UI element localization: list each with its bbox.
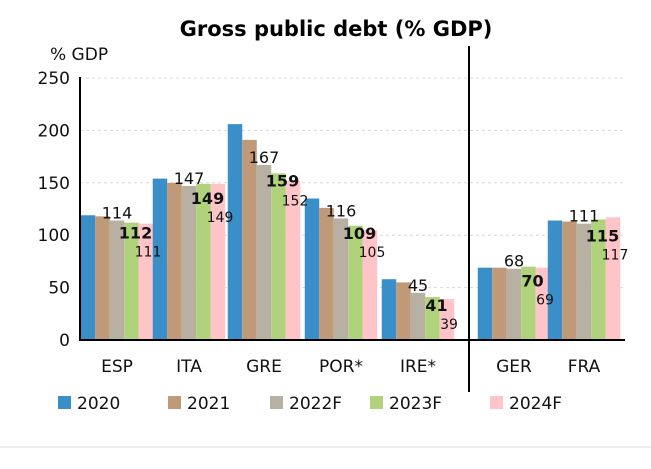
bar-ESP-2021 bbox=[95, 216, 110, 340]
data-label: 105 bbox=[359, 245, 386, 261]
bar-FRA-2020 bbox=[547, 220, 563, 340]
y-axis-label: % GDP bbox=[50, 45, 108, 65]
y-tick-label: 50 bbox=[48, 279, 70, 299]
data-label: 111 bbox=[135, 245, 162, 261]
bar-IRE-2023F bbox=[425, 297, 440, 340]
bar-POR-2021 bbox=[319, 207, 334, 340]
chart-title: Gross public debt (% GDP) bbox=[180, 17, 493, 41]
bar-ITA-2024F bbox=[210, 183, 226, 340]
bar-FRA-2024F bbox=[605, 217, 621, 340]
bar-ESP-2024F bbox=[138, 223, 154, 340]
bar-FRA-2022F bbox=[576, 223, 592, 340]
bar-ESP-2023F bbox=[124, 222, 139, 340]
legend-item-2023F: 2023F bbox=[370, 394, 442, 414]
bar-GER-2022F bbox=[506, 268, 522, 340]
data-label: 167 bbox=[249, 148, 280, 167]
y-tick-label: 100 bbox=[38, 226, 70, 246]
data-label: 45 bbox=[408, 276, 428, 295]
bar-ITA-2022F bbox=[181, 185, 197, 340]
data-label: 147 bbox=[174, 169, 205, 188]
bar-POR-2023F bbox=[348, 225, 363, 340]
legend-swatch bbox=[168, 396, 181, 409]
x-tick-label: FRA bbox=[568, 357, 601, 377]
data-label: 69 bbox=[536, 293, 554, 309]
bar-IRE-2021 bbox=[396, 282, 411, 340]
legend-label: 2023F bbox=[389, 394, 442, 414]
x-tick-label: GRE bbox=[246, 357, 282, 377]
legend-swatch bbox=[58, 396, 71, 409]
legend-label: 2024F bbox=[509, 394, 562, 414]
data-label: 115 bbox=[586, 227, 619, 246]
bar-ITA-2023F bbox=[196, 183, 211, 340]
x-tick-label: ITA bbox=[176, 357, 202, 377]
legend-label: 2021 bbox=[187, 394, 230, 414]
x-tick-label: POR* bbox=[319, 357, 363, 377]
bar-GRE-2023F bbox=[271, 173, 286, 340]
bar-IRE-2022F bbox=[410, 292, 426, 340]
legend-item-2022F: 2022F bbox=[270, 394, 342, 414]
x-tick-label: IRE* bbox=[400, 357, 436, 377]
data-label: 112 bbox=[119, 224, 152, 243]
bar-GRE-2021 bbox=[242, 139, 257, 340]
legend-item-2024F: 2024F bbox=[490, 394, 562, 414]
data-label: 117 bbox=[602, 248, 629, 264]
bar-POR-2024F bbox=[362, 229, 378, 340]
data-label: 109 bbox=[343, 224, 376, 243]
data-label: 39 bbox=[440, 317, 458, 333]
y-tick-label: 150 bbox=[38, 174, 70, 194]
data-label: 149 bbox=[191, 189, 224, 208]
data-label: 149 bbox=[207, 210, 234, 226]
bar-POR-2020 bbox=[304, 198, 320, 340]
legend-item-2021: 2021 bbox=[168, 394, 230, 414]
bar-GER-2021 bbox=[492, 267, 507, 340]
bar-IRE-2020 bbox=[381, 279, 397, 340]
data-label: 111 bbox=[569, 207, 600, 226]
data-label: 41 bbox=[425, 296, 447, 315]
y-tick-label: 0 bbox=[59, 331, 70, 351]
legend-swatch bbox=[370, 396, 383, 409]
y-tick-label: 250 bbox=[38, 69, 70, 89]
bar-POR-2022F bbox=[333, 218, 349, 340]
legend-item-2020: 2020 bbox=[58, 394, 120, 414]
x-tick-label: ESP bbox=[101, 357, 133, 377]
bar-GER-2024F bbox=[535, 267, 551, 340]
data-label: 152 bbox=[282, 194, 309, 210]
legend-label: 2022F bbox=[289, 394, 342, 414]
bar-GRE-2022F bbox=[256, 164, 272, 340]
data-label: 116 bbox=[326, 201, 357, 220]
data-label: 159 bbox=[266, 171, 299, 190]
data-label: 68 bbox=[504, 252, 524, 271]
bar-FRA-2023F bbox=[591, 219, 606, 340]
bar-ESP-2022F bbox=[109, 220, 125, 340]
bar-IRE-2024F bbox=[439, 299, 455, 340]
data-label: 70 bbox=[521, 272, 543, 291]
x-tick-label: GER bbox=[496, 357, 532, 377]
bar-ITA-2021 bbox=[167, 182, 182, 340]
bar-ITA-2020 bbox=[152, 178, 168, 340]
bar-GRE-2024F bbox=[285, 180, 301, 340]
bar-ESP-2020 bbox=[80, 215, 96, 340]
legend-swatch bbox=[490, 396, 503, 409]
legend-label: 2020 bbox=[77, 394, 120, 414]
legend-swatch bbox=[270, 396, 283, 409]
bar-GER-2023F bbox=[521, 266, 536, 340]
data-label: 114 bbox=[102, 204, 133, 223]
bar-FRA-2021 bbox=[562, 221, 577, 340]
bar-GER-2020 bbox=[477, 267, 493, 340]
bar-GRE-2020 bbox=[227, 124, 243, 340]
y-tick-label: 200 bbox=[38, 121, 70, 141]
